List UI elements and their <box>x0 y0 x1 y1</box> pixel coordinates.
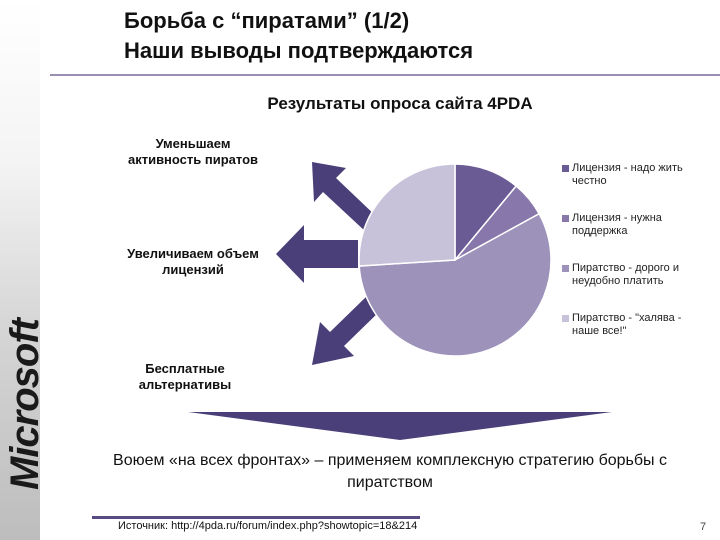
legend-swatch <box>562 215 569 222</box>
arrow-label-bottom: Бесплатные альтернативы <box>138 361 232 392</box>
arrow-label-top: Уменьшаем активность пиратов <box>127 136 259 167</box>
legend-label: Лицензия - нужна поддержка <box>572 212 662 237</box>
legend-swatch <box>562 315 569 322</box>
arrow-label-middle: Увеличиваем объем лицензий <box>127 246 259 277</box>
pie-slice <box>454 163 518 263</box>
arrow-up-left <box>312 162 378 232</box>
legend-label: Лицензия - надо жить честно <box>572 162 683 187</box>
slide-title-line-1: Борьба с “пиратами” (1/2) <box>124 8 410 33</box>
conclusion-arrow <box>188 412 612 440</box>
legend-swatch <box>562 165 569 172</box>
source-divider <box>92 516 420 519</box>
pie-slice <box>358 212 552 357</box>
brand-sidebar <box>0 0 40 540</box>
pie-chart <box>358 163 552 357</box>
legend-label: Пиратство - дорого и неудобно платить <box>572 262 679 287</box>
title-divider <box>50 74 720 76</box>
conclusion-text: Воюем «на всех фронтах» – применяем комп… <box>113 452 667 491</box>
legend-label: Пиратство - "халява - наше все!" <box>572 312 682 337</box>
page-number: 7 <box>700 521 707 533</box>
legend-swatch <box>562 265 569 272</box>
slide-title-line-2: Наши выводы подтверждаются <box>124 38 474 63</box>
arrow-left <box>276 225 358 283</box>
chart-title: Результаты опроса сайта 4PDA <box>267 94 533 113</box>
slide-title: Борьба с “пиратами” (1/2) Наши выводы по… <box>124 6 473 66</box>
pie-slice <box>358 163 456 267</box>
arrow-down-left <box>312 295 382 365</box>
source-text: Источник: http://4pda.ru/forum/index.php… <box>118 520 418 532</box>
